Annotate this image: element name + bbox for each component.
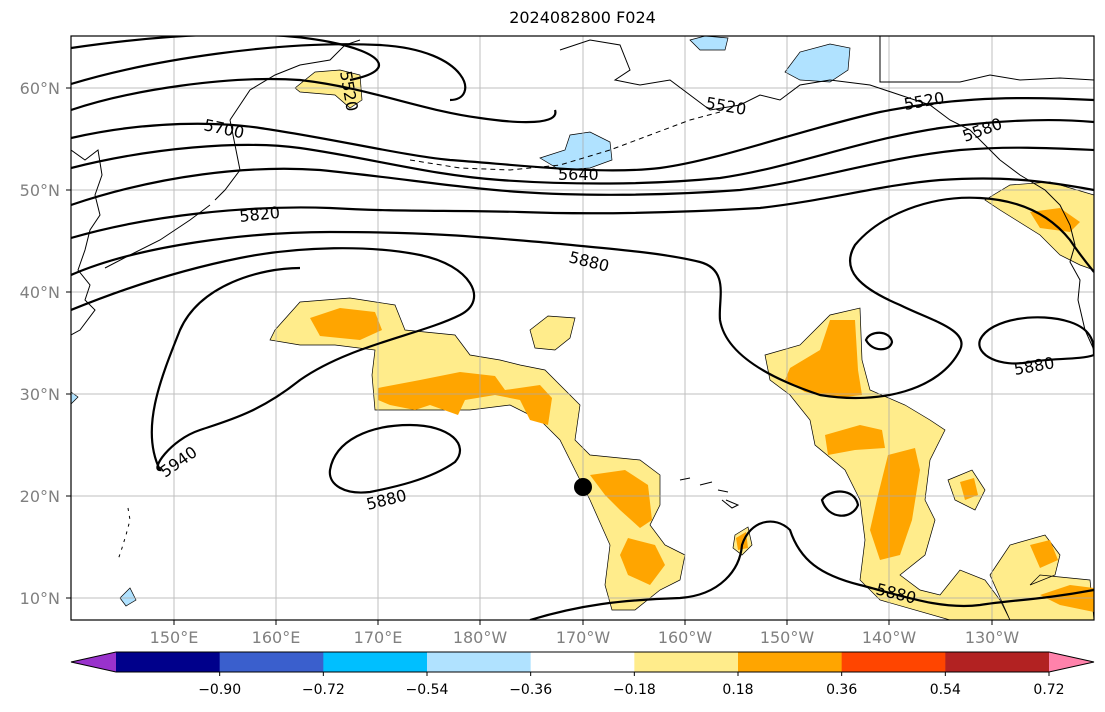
contour-north-loop — [71, 43, 467, 102]
colorbar-tick-label: 0.18 — [722, 682, 753, 698]
contour-5820 — [71, 177, 1094, 240]
coastline-asia — [71, 149, 103, 336]
lon-label: 150°E — [150, 628, 199, 647]
colorbar-segment — [219, 652, 324, 672]
anomaly-region-bering — [294, 69, 363, 109]
tick-marks — [66, 87, 993, 625]
colorbar-tick-label: −0.18 — [613, 682, 656, 698]
anomaly-region-west-pacific — [269, 297, 686, 611]
colorbar-tick-label: 0.36 — [826, 682, 857, 698]
contour-5640 — [71, 146, 1094, 207]
coastline-islands-west — [117, 507, 131, 561]
lon-label: 150°W — [760, 628, 815, 647]
anomaly-core-east-1 — [785, 320, 862, 398]
contour-label: 5640 — [558, 165, 599, 184]
contour-5940 — [71, 247, 476, 472]
colorbar-outline — [70, 651, 1095, 673]
coastline-kuril — [104, 204, 211, 269]
colorbar-segment — [634, 652, 739, 672]
lon-label: 160°E — [252, 628, 301, 647]
storm-center-marker — [574, 478, 592, 496]
coastline-north-america — [999, 159, 1094, 351]
anomaly-core-east-2 — [825, 425, 885, 455]
contour-label: 5820 — [238, 203, 280, 226]
lon-label: 170°E — [354, 628, 403, 647]
colorbar-tick-label: −0.72 — [302, 682, 345, 698]
anomaly-core-west-2 — [378, 372, 552, 425]
colorbar-segment — [738, 652, 843, 672]
lon-label: 170°W — [556, 628, 611, 647]
contour-5520-north — [71, 36, 381, 82]
lon-label: 130°W — [965, 628, 1020, 647]
lat-label: 50°N — [20, 181, 60, 200]
lon-label: 180°W — [453, 628, 508, 647]
lat-label: 20°N — [20, 487, 60, 506]
colorbar-tick-label: −0.54 — [406, 682, 449, 698]
colorbar-extend-low — [71, 652, 116, 672]
anomaly-region-small-southwest — [119, 587, 137, 607]
colorbar-ticks: −0.90 −0.72 −0.54 −0.36 −0.18 0.18 0.36 0.54 0.7… — [198, 672, 1065, 698]
colorbar-tick-label: −0.36 — [509, 682, 552, 698]
height-contours — [71, 36, 1094, 620]
lon-label: 160°W — [658, 628, 713, 647]
colorbar-extend-high — [1049, 652, 1094, 672]
coastline-alaska — [559, 39, 1001, 161]
colorbar-segment — [841, 652, 946, 672]
anomaly-core-hawaii-south — [620, 538, 665, 585]
anomaly-core-hawaii-west — [590, 470, 652, 528]
lat-label: 40°N — [20, 283, 60, 302]
contour-5880-loop-sw — [328, 423, 462, 494]
contour-5880-main — [71, 196, 1094, 400]
anomaly-region-small-north — [529, 315, 576, 351]
colorbar-tick-label: −0.90 — [198, 682, 241, 698]
anomaly-region-alaska — [784, 43, 851, 83]
colorbar-tick-label: 0.54 — [930, 682, 961, 698]
anomaly-region-north — [689, 36, 729, 51]
contour-5700 — [71, 96, 1094, 172]
anomaly-core-small-east — [960, 478, 978, 500]
lat-label: 30°N — [20, 385, 60, 404]
colorbar-segment — [427, 652, 532, 672]
colorbar-segment — [323, 652, 428, 672]
contour-small-loop-1 — [864, 331, 894, 351]
lat-label: 10°N — [20, 589, 60, 608]
anomaly-core-west-1 — [310, 308, 382, 340]
colorbar-segment — [945, 652, 1050, 672]
contour-a — [71, 77, 557, 124]
contour-5880-south — [529, 520, 1094, 620]
colorbar-segment — [530, 652, 635, 672]
lat-label: 60°N — [20, 79, 60, 98]
anomaly-core-southeast — [1030, 540, 1094, 612]
coastlines — [71, 36, 1094, 561]
coastline-aleutians — [409, 111, 721, 171]
contour-b — [71, 118, 1094, 185]
lon-label: 140°W — [862, 628, 917, 647]
longitude-labels: 150°E 160°E 170°E 180°W 170°W 160°W 150°… — [150, 628, 1020, 647]
coastline-canada-border — [879, 36, 1094, 83]
colorbar-segment — [116, 652, 221, 672]
contour-small-loop-2 — [820, 490, 860, 517]
latitude-labels: 60°N 50°N 40°N 30°N 20°N 10°N — [20, 79, 60, 608]
chart-title: 2024082800 F024 — [509, 8, 656, 27]
negative-anomaly-shading — [71, 36, 851, 607]
coastline-hawaii — [679, 477, 740, 509]
colorbar — [70, 651, 1095, 673]
anomaly-core-east-3 — [870, 448, 920, 560]
colorbar-tick-label: 0.72 — [1033, 682, 1064, 698]
anomaly-core-northwest — [1030, 208, 1080, 232]
